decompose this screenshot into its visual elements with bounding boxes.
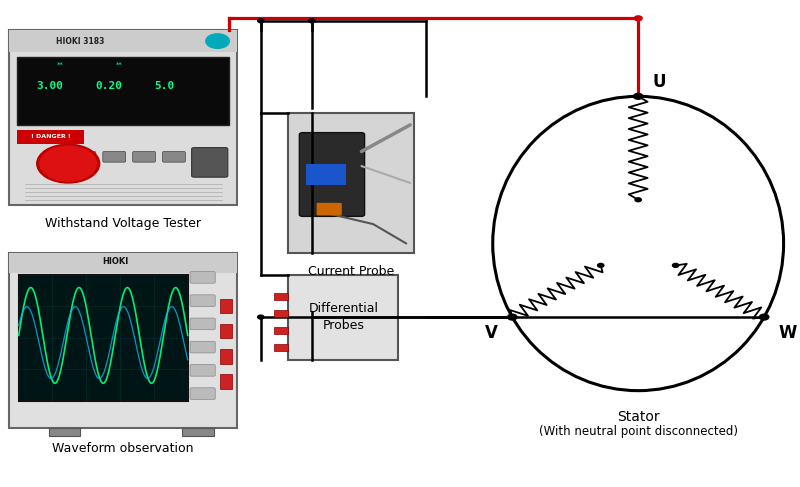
FancyBboxPatch shape <box>288 275 398 360</box>
FancyBboxPatch shape <box>133 151 155 162</box>
FancyBboxPatch shape <box>190 341 215 353</box>
FancyBboxPatch shape <box>17 57 230 125</box>
FancyBboxPatch shape <box>190 365 215 376</box>
Circle shape <box>206 34 230 48</box>
FancyBboxPatch shape <box>49 428 80 436</box>
FancyBboxPatch shape <box>317 203 342 215</box>
FancyBboxPatch shape <box>162 151 186 162</box>
Text: Current Probe: Current Probe <box>308 265 394 278</box>
FancyBboxPatch shape <box>10 253 238 428</box>
FancyBboxPatch shape <box>299 132 365 216</box>
FancyBboxPatch shape <box>190 272 215 283</box>
Circle shape <box>759 314 769 320</box>
Circle shape <box>634 94 643 99</box>
Circle shape <box>258 315 264 319</box>
Text: 3.00: 3.00 <box>37 81 64 91</box>
FancyBboxPatch shape <box>220 324 232 338</box>
Circle shape <box>258 19 264 23</box>
Text: **: ** <box>116 62 122 68</box>
FancyBboxPatch shape <box>10 31 238 205</box>
Text: (With neutral point disconnected): (With neutral point disconnected) <box>538 425 738 437</box>
FancyBboxPatch shape <box>17 130 84 144</box>
FancyBboxPatch shape <box>190 388 215 399</box>
FancyBboxPatch shape <box>274 344 288 351</box>
Text: U: U <box>652 73 666 91</box>
FancyBboxPatch shape <box>190 295 215 306</box>
FancyBboxPatch shape <box>18 275 188 401</box>
Text: ! DANGER !: ! DANGER ! <box>31 134 70 139</box>
Text: **: ** <box>57 62 64 68</box>
FancyBboxPatch shape <box>10 253 238 273</box>
FancyBboxPatch shape <box>103 151 126 162</box>
Text: V: V <box>485 324 498 342</box>
FancyBboxPatch shape <box>182 428 214 436</box>
Text: W: W <box>778 324 797 342</box>
FancyBboxPatch shape <box>220 349 232 364</box>
Circle shape <box>598 263 604 267</box>
FancyBboxPatch shape <box>274 293 288 300</box>
FancyBboxPatch shape <box>10 31 238 52</box>
FancyBboxPatch shape <box>220 374 232 389</box>
Text: Differential
Probes: Differential Probes <box>308 302 378 332</box>
Text: Stator: Stator <box>617 410 659 424</box>
FancyBboxPatch shape <box>288 113 414 253</box>
FancyBboxPatch shape <box>192 148 228 177</box>
Text: HIOKI 3183: HIOKI 3183 <box>57 37 105 46</box>
FancyBboxPatch shape <box>274 310 288 317</box>
Circle shape <box>634 16 642 21</box>
FancyBboxPatch shape <box>190 318 215 330</box>
Circle shape <box>673 263 678 267</box>
Circle shape <box>309 19 315 23</box>
Circle shape <box>37 144 100 183</box>
Circle shape <box>635 198 642 202</box>
Circle shape <box>40 146 97 181</box>
FancyBboxPatch shape <box>43 151 66 162</box>
FancyBboxPatch shape <box>274 327 288 334</box>
Text: Waveform observation: Waveform observation <box>53 442 194 455</box>
Text: HIOKI: HIOKI <box>102 258 129 266</box>
Circle shape <box>507 314 517 320</box>
FancyBboxPatch shape <box>306 164 346 186</box>
FancyBboxPatch shape <box>220 299 232 313</box>
Text: Withstand Voltage Tester: Withstand Voltage Tester <box>46 217 202 230</box>
Text: 5.0: 5.0 <box>154 81 175 91</box>
Text: 0.20: 0.20 <box>96 81 122 91</box>
FancyBboxPatch shape <box>73 151 96 162</box>
